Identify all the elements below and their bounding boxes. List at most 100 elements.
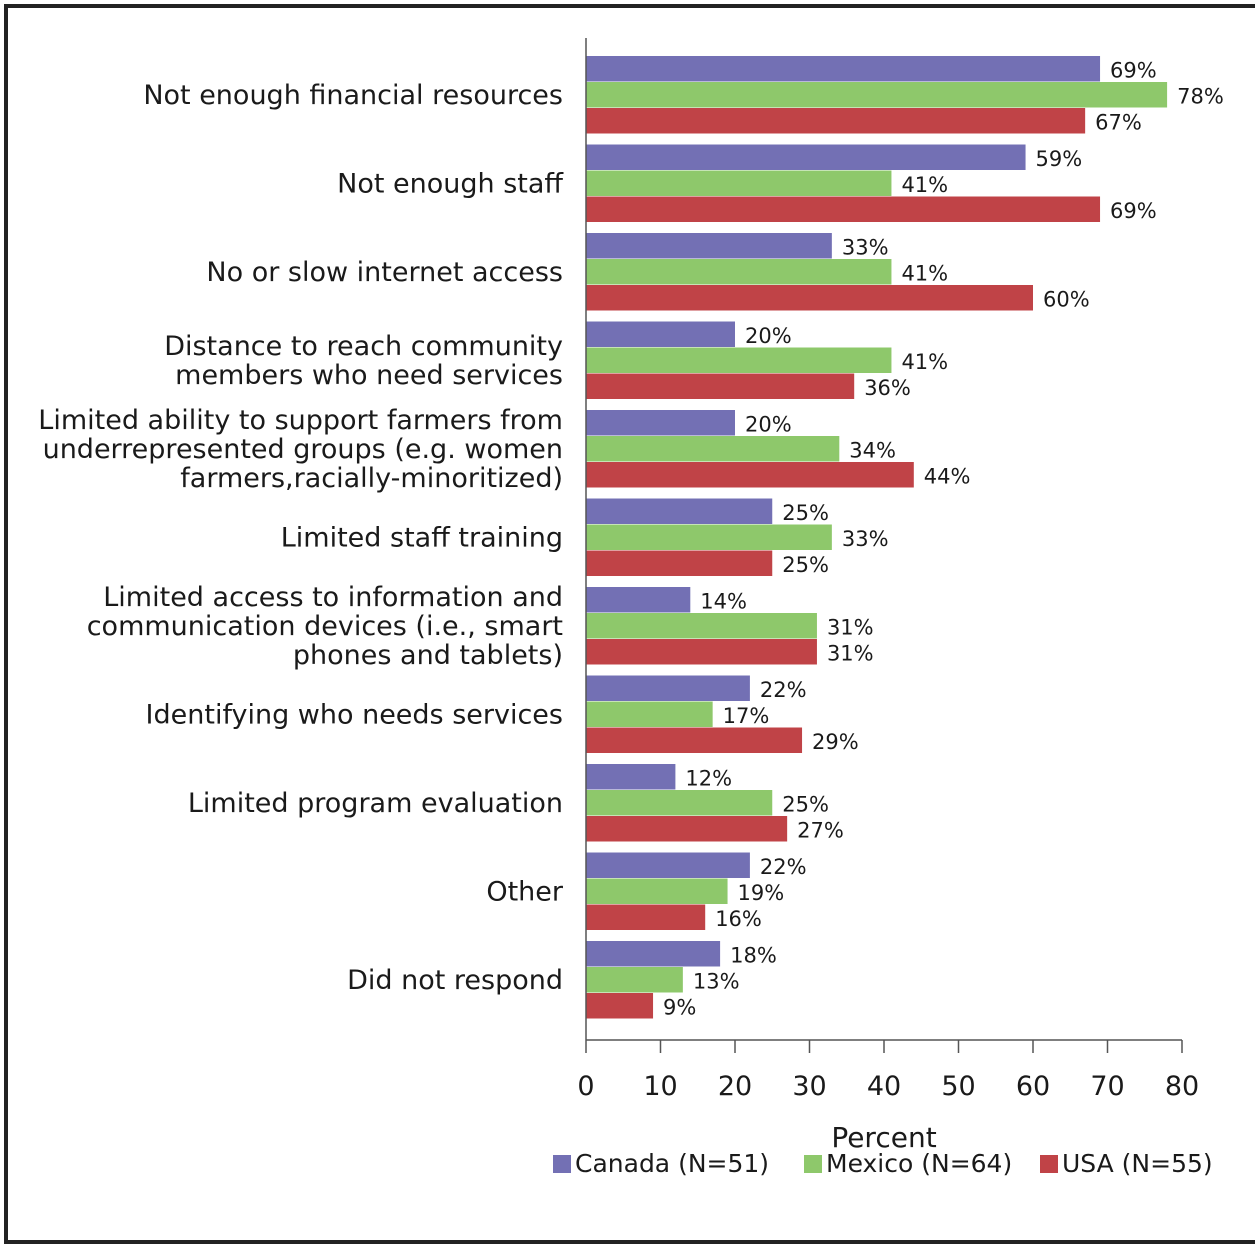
data-label: 16% (715, 907, 762, 931)
data-label: 41% (901, 173, 948, 197)
data-label: 25% (782, 553, 829, 577)
category-label-line: Distance to reach community (164, 331, 563, 362)
bar (586, 436, 840, 462)
category-label-line: phones and tablets) (293, 640, 563, 671)
value-labels-layer: 69%78%67%59%41%69%33%41%60%20%41%36%20%3… (663, 59, 1224, 1020)
bar (586, 108, 1086, 134)
category-label-line: members who need services (175, 360, 563, 391)
data-label: 33% (842, 236, 889, 260)
data-label: 69% (1110, 59, 1157, 83)
category-label: Not enough staff (337, 168, 564, 199)
data-label: 22% (760, 855, 807, 879)
category-label-line: farmers,racially-minoritized) (180, 463, 563, 494)
data-label: 34% (849, 439, 896, 463)
x-tick-label: 10 (643, 1071, 677, 1102)
legend-swatch (804, 1155, 822, 1173)
data-label: 22% (760, 678, 807, 702)
category-label: Limited program evaluation (188, 788, 563, 819)
data-label: 19% (738, 881, 785, 905)
category-label: Distance to reach community members who n… (164, 331, 563, 391)
legend: Canada (N=51) Mexico (N=64) USA (N=55) (553, 1149, 1213, 1178)
category-label: Limited access to information and communi… (87, 582, 563, 671)
data-label: 41% (901, 262, 948, 286)
category-label: Other (486, 876, 564, 907)
legend-swatch (1040, 1155, 1058, 1173)
category-label-line: Other (486, 876, 564, 907)
data-label: 44% (924, 465, 971, 489)
category-label: Did not respond (347, 965, 563, 996)
data-label: 69% (1110, 199, 1157, 223)
legend-label: USA (N=55) (1062, 1149, 1213, 1178)
bar (586, 852, 750, 878)
bar (586, 498, 773, 524)
data-label: 12% (685, 767, 732, 791)
data-label: 67% (1095, 111, 1142, 135)
bar (586, 675, 750, 701)
bar (586, 82, 1168, 108)
category-label: Limited staff training (281, 522, 563, 553)
data-label: 25% (782, 793, 829, 817)
x-tick-label: 0 (577, 1071, 594, 1102)
category-label: Not enough financial resources (143, 80, 563, 111)
bar (586, 462, 914, 488)
x-tick-label: 20 (718, 1071, 752, 1102)
bar (586, 524, 832, 550)
bar (586, 790, 773, 816)
data-label: 59% (1036, 147, 1083, 171)
bar (586, 878, 728, 904)
bar (586, 639, 817, 665)
x-tick-label: 80 (1165, 1071, 1199, 1102)
data-label: 78% (1177, 85, 1224, 109)
bar (586, 550, 773, 576)
bar (586, 170, 892, 196)
bar (586, 764, 676, 790)
category-label-line: Limited staff training (281, 522, 563, 553)
category-label-line: underrepresented groups (e.g. women (43, 434, 563, 465)
bars-layer (586, 56, 1168, 1019)
category-label-line: Limited access to information and (103, 582, 563, 613)
category-label: No or slow internet access (206, 257, 563, 288)
category-labels-layer: Not enough financial resources Not enough… (38, 80, 564, 996)
legend-label: Canada (N=51) (575, 1149, 769, 1178)
data-label: 13% (693, 970, 740, 994)
x-tick-label: 70 (1090, 1071, 1124, 1102)
data-label: 20% (745, 324, 792, 348)
x-tick-label: 60 (1016, 1071, 1050, 1102)
category-label: Identifying who needs services (146, 699, 563, 730)
data-label: 41% (901, 350, 948, 374)
data-label: 36% (864, 376, 911, 400)
bar (586, 613, 817, 639)
bar (586, 967, 683, 993)
bar (586, 993, 654, 1019)
bar (586, 56, 1101, 82)
bar (586, 233, 832, 259)
category-label-line: Not enough staff (337, 168, 564, 199)
data-label: 27% (797, 819, 844, 843)
bar (586, 259, 892, 285)
bar (586, 285, 1033, 311)
data-label: 60% (1043, 288, 1090, 312)
category-label-line: Did not respond (347, 965, 563, 996)
legend-swatch (553, 1155, 571, 1173)
bar (586, 727, 803, 753)
x-tick-label: 50 (941, 1071, 975, 1102)
data-label: 25% (782, 501, 829, 525)
bar (586, 904, 706, 930)
bar (586, 321, 735, 347)
legend-label: Mexico (N=64) (826, 1149, 1012, 1178)
bar (586, 941, 721, 967)
category-label-line: No or slow internet access (206, 257, 563, 288)
bar (586, 144, 1026, 170)
x-tick-label: 40 (867, 1071, 901, 1102)
bar (586, 410, 735, 436)
category-label-line: communication devices (i.e., smart (87, 611, 563, 642)
data-label: 14% (700, 590, 747, 614)
bar (586, 587, 691, 613)
bar (586, 347, 892, 373)
data-label: 33% (842, 527, 889, 551)
data-label: 20% (745, 413, 792, 437)
x-tick-label: 30 (792, 1071, 826, 1102)
bar (586, 701, 713, 727)
axes-layer: 0 10 20 30 40 50 60 70 80 (577, 38, 1199, 1102)
